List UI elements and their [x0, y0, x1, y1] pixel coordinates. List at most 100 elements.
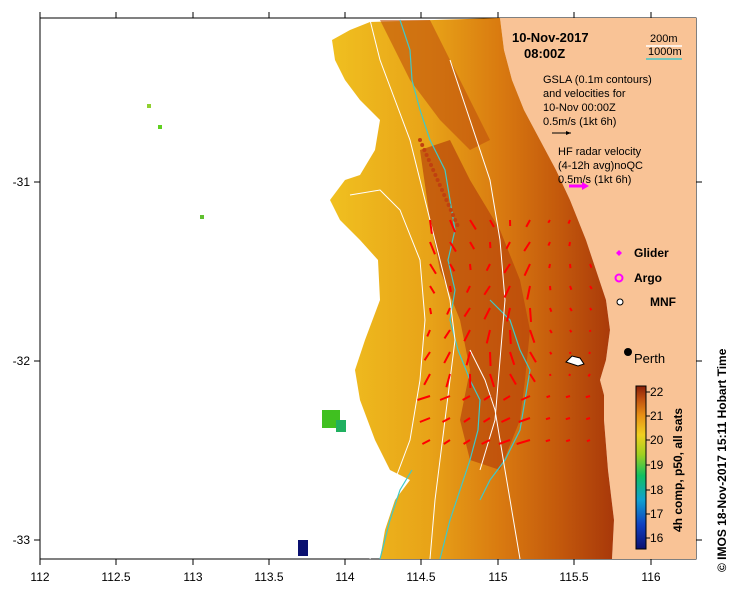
hf-vector-37	[483, 307, 491, 320]
hf-vector-62	[445, 373, 451, 388]
glider-track-point	[435, 178, 440, 182]
cool-patch-1	[322, 410, 340, 428]
hf-vector-68	[568, 373, 571, 377]
hf-vector-28	[483, 285, 491, 296]
hf-vector-85	[545, 417, 551, 421]
hf-vector-57	[529, 351, 537, 363]
colorbar	[635, 385, 647, 550]
glider-label: Glider	[634, 246, 669, 260]
cool-patch-5	[200, 215, 204, 219]
hf-vector-58	[549, 351, 553, 355]
hf-vector-18	[469, 263, 472, 271]
perth-label: Perth	[634, 351, 665, 366]
hf-vector-16	[429, 263, 437, 275]
mnf-icon	[616, 298, 624, 306]
x-tick-113-5: 113.5	[254, 570, 283, 584]
hf-vector-84	[518, 417, 531, 423]
hf-vector-0	[429, 219, 433, 234]
y-tick-32: -32	[13, 354, 31, 368]
hf-vector-76	[546, 395, 551, 399]
hf-vector-80	[442, 417, 451, 423]
hf-vector-56	[509, 351, 516, 366]
hf-vector-78	[585, 395, 591, 399]
x-tick-113: 113	[183, 570, 202, 584]
hf-line-2: (4-12h avg)noQC	[558, 160, 643, 172]
hf-vector-29	[503, 285, 511, 298]
hf-vector-40	[549, 307, 553, 313]
glider-icon	[616, 250, 622, 256]
hf-vector-70	[417, 395, 431, 401]
hf-vector-77	[565, 395, 571, 399]
glider-track-point	[442, 193, 447, 197]
hf-vector-94	[545, 439, 551, 443]
hf-vector-79	[419, 417, 431, 423]
glider-track-point	[424, 153, 429, 157]
glider-track-point	[429, 163, 433, 167]
hf-vector-64	[489, 373, 496, 388]
hf-vector-7	[567, 219, 571, 224]
hf-vector-13	[523, 241, 531, 252]
gsla-contour-3	[469, 349, 521, 560]
hf-vector-54	[465, 351, 471, 366]
y-tick-31: -31	[13, 175, 31, 189]
hf-vector-93	[516, 439, 531, 445]
legend-200m: 200m	[650, 33, 678, 45]
mnf-label: MNF	[650, 295, 676, 309]
glider-track-point	[437, 183, 442, 187]
hf-vector-74	[502, 395, 511, 401]
x-tick-115-5: 115.5	[559, 570, 588, 584]
hf-vector-35	[446, 307, 451, 315]
hf-vector-12	[505, 241, 511, 250]
hf-line-3: 0.5m/s (1kt 6h)	[558, 174, 631, 186]
gsla-scale-arrowhead	[566, 131, 571, 135]
hf-vector-19	[485, 263, 491, 272]
hf-vector-44	[443, 329, 451, 340]
hf-vector-92	[498, 439, 511, 445]
hf-vector-39	[529, 307, 533, 323]
hf-vector-43	[426, 329, 431, 337]
x-tick-112-5: 112.5	[101, 570, 130, 584]
perth-marker	[624, 348, 632, 356]
cbar-tick-21: 21	[650, 409, 664, 423]
glider-track-point	[451, 213, 455, 217]
hf-vector-48	[529, 329, 536, 344]
x-tick-115: 115	[488, 570, 507, 584]
land-area	[500, 18, 696, 559]
argo-icon	[614, 273, 624, 283]
hf-vector-41	[569, 307, 573, 312]
argo-label: Argo	[634, 271, 662, 285]
hf-vector-72	[462, 395, 471, 401]
hf-vector-73	[483, 395, 491, 401]
hf-vector-60	[588, 351, 591, 355]
colorbar-label: 4h comp, p50, all sats	[671, 408, 685, 532]
hf-vector-1	[449, 219, 457, 233]
cbar-tick-17: 17	[650, 507, 664, 521]
glider-track-point	[455, 223, 460, 227]
x-tick-labels: 112 112.5 113 113.5 114 114.5 115 115.5 …	[30, 570, 660, 584]
hf-vector-38	[506, 307, 511, 322]
y-tick-33: -33	[13, 533, 31, 547]
y-tick-labels: -31 -32 -33	[13, 175, 31, 547]
hf-vector-46	[485, 329, 491, 344]
x-tick-112: 112	[30, 570, 49, 584]
hf-vector-96	[586, 439, 591, 443]
hf-vector-86	[565, 417, 571, 421]
hf-vector-34	[429, 307, 433, 315]
cool-patch-2	[336, 420, 346, 432]
hf-vector-65	[509, 373, 517, 385]
warm-band	[420, 140, 530, 470]
cbar-tick-22: 22	[650, 385, 664, 399]
contour-1000m-b	[479, 299, 531, 501]
hf-vector-14	[547, 241, 551, 246]
perth-coastline-detail	[565, 355, 585, 367]
glider-track-point	[422, 148, 427, 152]
credit-text: © IMOS 18-Nov-2017 15:11 Hobart Time	[715, 348, 729, 572]
hf-vector-47	[509, 329, 512, 345]
hf-vector-5	[525, 219, 531, 228]
cbar-tick-16: 16	[650, 531, 664, 545]
gsla-line-4: 0.5m/s (1kt 6h)	[543, 116, 616, 128]
hf-vector-53	[443, 351, 451, 364]
contour-1000m	[399, 19, 481, 560]
hf-vector-36	[463, 307, 471, 318]
hf-scale-arrowhead	[582, 182, 589, 190]
